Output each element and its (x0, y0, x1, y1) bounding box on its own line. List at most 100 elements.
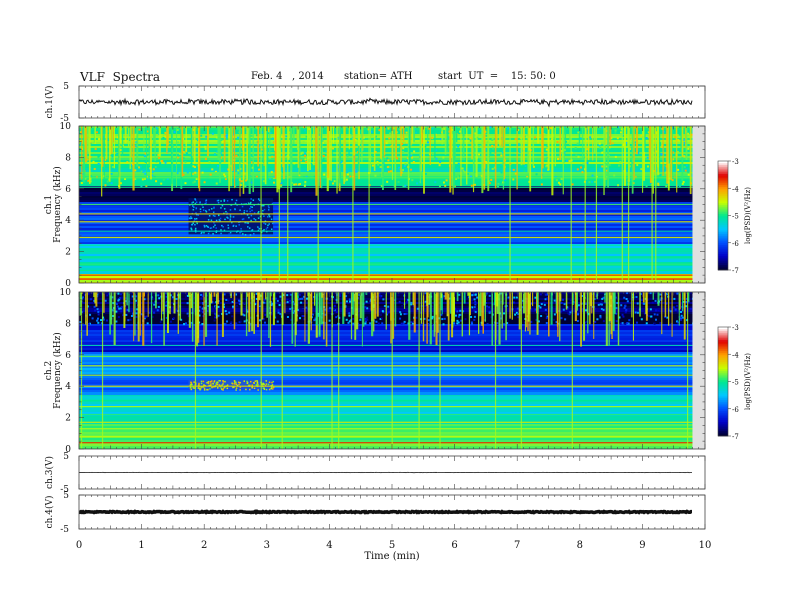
ch1-spectrogram-quiet-speckle (240, 228, 242, 230)
ch1-spectrogram-speckle (565, 159, 568, 162)
ch1-spectrogram-speckle (143, 145, 146, 148)
ch2-spectrogram-speckle (96, 317, 99, 320)
ch2-spectrogram-speckle (680, 311, 683, 314)
ch1-spectrogram-speckle (192, 126, 195, 129)
ch1-spectrogram-sferic (357, 126, 360, 146)
ch2-spectrogram-band (79, 386, 693, 389)
ch2-spectrogram-quiet-speckle (198, 384, 200, 386)
ch1-spectrogram-quiet-speckle (249, 210, 251, 213)
ch1-spectrogram-quiet-speckle (205, 202, 207, 204)
ch1-spectrogram-speckle (79, 142, 82, 145)
ch1-spectrogram-speckle (104, 158, 107, 161)
ch2-spectrogram-colorbar-tick-label: -4 (732, 351, 739, 359)
ch2-spectrogram-speckle (290, 318, 293, 321)
ch1-spectrogram-speckle (442, 156, 445, 159)
ch1-spectrogram-speckle (185, 152, 188, 155)
ch2-spectrogram-speckle (401, 305, 404, 308)
ch2-spectrogram-colorbar-segment (718, 327, 728, 330)
ch1-spectrogram-speckle (270, 171, 273, 174)
ch2-spectrogram-speckle (415, 316, 418, 319)
ch2-spectrogram-sferic (356, 292, 359, 330)
ch1-spectrogram-speckle (600, 165, 603, 168)
ch2-spectrogram-speckle (625, 309, 628, 312)
ch2-spectrogram-speckle (214, 316, 217, 319)
ch1-spectrogram-speckle (225, 147, 228, 150)
ch1-spectrogram-quiet-speckle (268, 206, 270, 209)
ch2-spectrogram-speckle (636, 302, 639, 305)
ch1-spectrogram-quiet-speckle (246, 214, 249, 216)
ch1-spectrogram-quiet-speckle (194, 229, 197, 231)
ch1-spectrogram-quiet-speckle (212, 233, 214, 235)
ch1-spectrogram-quiet-speckle (257, 226, 260, 229)
ch1-spectrogram-speckle (237, 129, 240, 132)
ch2-spectrogram-speckle (277, 311, 280, 314)
ch2-spectrogram-quiet-speckle (198, 382, 200, 385)
ch1-spectrogram-speckle (201, 171, 204, 174)
ch2-spectrogram-speckle (471, 294, 474, 297)
ch1-spectrogram-speckle (398, 166, 401, 169)
ch1-spectrogram-speckle (470, 184, 473, 187)
ch1-spectrogram-speckle (489, 151, 492, 154)
ch1-spectrogram-speckle (678, 133, 681, 136)
ch1-spectrogram-speckle (489, 168, 492, 171)
ch2-spectrogram-speckle (339, 294, 342, 297)
ch1-spectrogram-speckle (601, 165, 604, 168)
ch1-spectrogram-speckle (176, 172, 179, 175)
ch2-spectrogram-sferic (593, 292, 595, 322)
ch2-spectrogram-speckle (567, 307, 570, 310)
ch2-spectrogram-speckle (225, 298, 228, 301)
ch2-spectrogram-speckle (506, 322, 509, 325)
ch1-spectrogram-sferic (148, 126, 150, 167)
ch1-spectrogram-band (79, 138, 693, 141)
ch2-spectrogram-quiet-speckle (213, 380, 216, 382)
ch1-spectrogram-quiet-speckle (250, 201, 252, 204)
ch1-spectrogram-quiet-speckle (229, 231, 232, 234)
ch1-spectrogram-sferic (185, 126, 187, 152)
ch2-spectrogram-speckle (645, 322, 648, 325)
ch1-spectrogram-speckle (640, 168, 643, 171)
ch2-spectrogram-colorbar-segment (718, 343, 728, 346)
ch2-spectrogram-speckle (594, 307, 597, 310)
ch2-spectrogram-quiet-speckle (210, 380, 213, 382)
ch2-spectrogram-speckle (153, 311, 156, 314)
ch1-spectrogram-speckle (236, 136, 239, 139)
ch2-spectrogram-speckle (616, 302, 619, 305)
ch1-spectrogram-band (79, 134, 693, 137)
ch2-spectrogram-quiet-speckle (252, 382, 255, 384)
ch1-spectrogram-sferic (336, 126, 338, 194)
ch1-spectrogram-speckle (279, 171, 282, 174)
ch1-spectrogram-speckle (221, 140, 224, 143)
ch2-spectrogram-speckle (378, 310, 381, 313)
ch2-spectrogram-colorbar-segment (718, 363, 728, 366)
ch2-spectrogram-speckle (125, 313, 128, 316)
ch2-spectrogram-quiet-speckle (219, 380, 221, 382)
ch1-spectrogram-speckle (405, 159, 408, 162)
ch1-spectrogram-sferic (313, 126, 315, 166)
ch2-spectrogram-speckle (602, 308, 605, 311)
ch2-spectrogram-speckle (545, 317, 548, 320)
ch1-spectrogram-speckle (434, 181, 437, 184)
ch1-spectrogram-band (79, 152, 693, 155)
ch1-spectrogram-speckle (388, 166, 391, 169)
ch2-spectrogram-speckle (379, 296, 382, 299)
ch2-spectrogram-speckle (677, 321, 680, 324)
ch2-spectrogram-speckle (474, 300, 477, 303)
ch2-spectrogram-speckle (231, 300, 234, 303)
ch2-spectrogram-speckle (543, 301, 546, 304)
ch2-spectrogram-speckle (681, 316, 684, 319)
ch1-spectrogram-speckle (459, 130, 462, 133)
ch1-spectrogram-speckle (164, 131, 167, 134)
ch1-spectrogram-sferic (578, 126, 581, 144)
ch2-spectrogram-colorbar-segment (718, 374, 728, 377)
ch2-spectrogram-speckle (120, 310, 123, 313)
ch1-spectrogram-speckle (97, 155, 100, 158)
ch1-spectrogram-speckle (92, 169, 95, 172)
ch1-spectrogram-speckle (116, 136, 119, 139)
ch2-spectrogram-band (79, 360, 693, 363)
ch2-spectrogram-speckle (87, 292, 90, 295)
ch2-spectrogram-speckle (293, 310, 296, 313)
ch1-spectrogram-speckle (622, 153, 625, 156)
ch1-spectrogram-speckle (203, 181, 206, 184)
ch2-spectrogram-speckle (567, 312, 570, 315)
ch1-spectrogram-speckle (687, 147, 690, 150)
